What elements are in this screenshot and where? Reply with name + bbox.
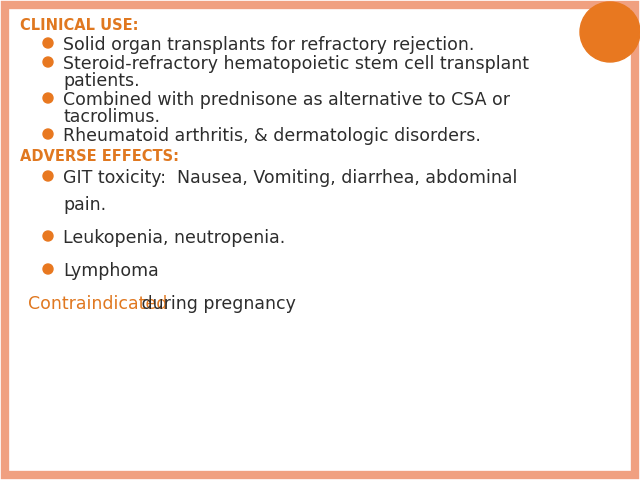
Text: tacrolimus.: tacrolimus. [63, 108, 160, 126]
Circle shape [43, 129, 53, 139]
Circle shape [43, 57, 53, 67]
Circle shape [43, 264, 53, 274]
Circle shape [43, 231, 53, 241]
Text: pain.: pain. [63, 196, 106, 214]
Text: Lymphoma: Lymphoma [63, 262, 159, 280]
Circle shape [43, 171, 53, 181]
Text: Rheumatoid arthritis, & dermatologic disorders.: Rheumatoid arthritis, & dermatologic dis… [63, 127, 481, 145]
Circle shape [43, 93, 53, 103]
Text: Steroid-refractory hematopoietic stem cell transplant: Steroid-refractory hematopoietic stem ce… [63, 55, 529, 73]
Circle shape [580, 2, 640, 62]
Text: Contraindicated: Contraindicated [28, 295, 168, 313]
Text: patients.: patients. [63, 72, 140, 90]
FancyBboxPatch shape [5, 5, 635, 475]
Text: ADVERSE EFFECTS:: ADVERSE EFFECTS: [20, 149, 179, 164]
Text: Combined with prednisone as alternative to CSA or: Combined with prednisone as alternative … [63, 91, 510, 109]
Text: Leukopenia, neutropenia.: Leukopenia, neutropenia. [63, 229, 285, 247]
Text: GIT toxicity:  Nausea, Vomiting, diarrhea, abdominal: GIT toxicity: Nausea, Vomiting, diarrhea… [63, 169, 517, 187]
Text: CLINICAL USE:: CLINICAL USE: [20, 18, 138, 33]
Text: during pregnancy: during pregnancy [136, 295, 296, 313]
Circle shape [43, 38, 53, 48]
Text: Solid organ transplants for refractory rejection.: Solid organ transplants for refractory r… [63, 36, 474, 54]
